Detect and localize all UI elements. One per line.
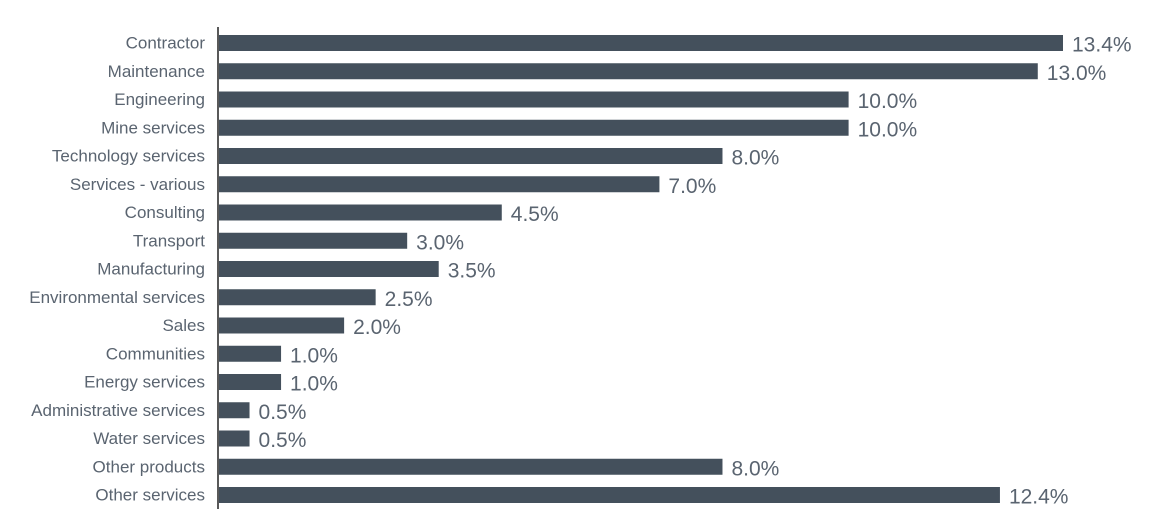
category-label-services-various: Services - various bbox=[70, 175, 205, 194]
value-label-sales: 2.0% bbox=[353, 316, 401, 339]
category-label-mine-services: Mine services bbox=[101, 118, 205, 137]
value-label-engineering: 10.0% bbox=[858, 90, 918, 113]
category-label-communities: Communities bbox=[106, 344, 205, 363]
value-label-environmental-services: 2.5% bbox=[385, 288, 433, 311]
bar-contractor bbox=[219, 35, 1063, 51]
category-label-technology-services: Technology services bbox=[52, 147, 205, 166]
category-label-other-services: Other services bbox=[95, 486, 205, 505]
value-label-maintenance: 13.0% bbox=[1047, 62, 1107, 85]
category-label-engineering: Engineering bbox=[114, 90, 205, 109]
value-label-mine-services: 10.0% bbox=[858, 118, 918, 141]
value-label-transport: 3.0% bbox=[416, 231, 464, 254]
bar-consulting bbox=[219, 204, 502, 221]
bar-sales bbox=[219, 317, 345, 334]
value-label-technology-services: 8.0% bbox=[731, 147, 779, 170]
value-label-contractor: 13.4% bbox=[1072, 34, 1132, 57]
value-label-services-various: 7.0% bbox=[668, 175, 716, 198]
category-label-energy-services: Energy services bbox=[84, 373, 205, 392]
bar-water-services bbox=[219, 430, 250, 447]
bar-energy-services bbox=[219, 374, 282, 390]
category-label-contractor: Contractor bbox=[126, 34, 206, 53]
value-label-water-services: 0.5% bbox=[259, 429, 307, 452]
category-label-environmental-services: Environmental services bbox=[29, 288, 205, 307]
bar-transport bbox=[219, 232, 408, 249]
value-label-consulting: 4.5% bbox=[511, 203, 559, 226]
bar-engineering bbox=[219, 91, 849, 108]
category-label-manufacturing: Manufacturing bbox=[97, 260, 205, 279]
category-label-maintenance: Maintenance bbox=[108, 62, 205, 81]
category-label-sales: Sales bbox=[162, 316, 205, 335]
bar-administrative-services bbox=[219, 402, 250, 419]
bar-communities bbox=[219, 345, 282, 362]
category-label-transport: Transport bbox=[133, 231, 205, 250]
bars-group: Contractor 13.4% Maintenance 13.0% Engineeri… bbox=[29, 34, 1131, 509]
value-label-administrative-services: 0.5% bbox=[259, 401, 307, 424]
category-label-administrative-services: Administrative services bbox=[31, 401, 205, 420]
bar-maintenance bbox=[219, 63, 1038, 80]
category-label-other-products: Other products bbox=[93, 457, 205, 476]
bar-other-products bbox=[219, 458, 723, 475]
category-label-consulting: Consulting bbox=[125, 203, 205, 222]
bar-technology-services bbox=[219, 148, 723, 164]
category-label-water-services: Water services bbox=[93, 429, 205, 448]
bar-services-various bbox=[219, 176, 660, 193]
bar-other-services bbox=[219, 487, 1000, 503]
value-label-other-products: 8.0% bbox=[731, 457, 779, 480]
value-label-energy-services: 1.0% bbox=[290, 373, 338, 396]
bar-manufacturing bbox=[219, 261, 439, 277]
value-label-other-services: 12.4% bbox=[1009, 486, 1069, 509]
bar-environmental-services bbox=[219, 289, 376, 306]
value-label-communities: 1.0% bbox=[290, 344, 338, 367]
value-label-manufacturing: 3.5% bbox=[448, 260, 496, 283]
bar-mine-services bbox=[219, 119, 849, 136]
